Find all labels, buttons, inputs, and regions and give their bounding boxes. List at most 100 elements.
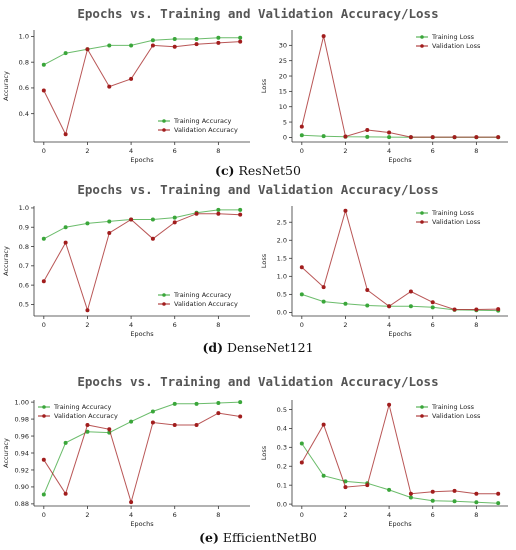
validation-point: [387, 304, 392, 309]
x-axis-label: Epochs: [130, 156, 154, 164]
legend-label: Validation Accuracy: [174, 300, 238, 308]
training-point: [365, 134, 370, 139]
validation-point: [194, 211, 199, 216]
x-axis-label: Epochs: [388, 520, 412, 528]
y-tick-label: 30: [279, 42, 287, 50]
legend-label: Training Loss: [431, 33, 475, 41]
training-point: [85, 221, 90, 226]
x-axis-label: Epochs: [388, 156, 412, 164]
training-point: [107, 219, 112, 224]
efficientnetb0-loss-chart: 0 2 4 6 8 0.0 0.1 0.2 0.3 0.4 0.5 Epochs Loss Trainin…: [260, 400, 508, 528]
legend-swatch-marker: [42, 414, 46, 418]
x-tick-label: 0: [42, 147, 46, 155]
validation-point: [343, 485, 348, 490]
training-point: [496, 501, 501, 506]
y-axis-label: Accuracy: [2, 438, 10, 468]
validation-point: [430, 300, 435, 305]
x-tick-label: 6: [173, 147, 177, 155]
x-tick-label: 8: [474, 511, 478, 519]
x-tick-label: 4: [387, 321, 391, 329]
validation-point: [129, 217, 134, 222]
validation-point: [238, 39, 243, 44]
x-tick-label: 0: [300, 147, 304, 155]
validation-point: [452, 135, 457, 140]
legend-swatch-marker: [420, 44, 424, 48]
training-point: [299, 292, 304, 297]
validation-point: [150, 420, 155, 425]
validation-point: [365, 483, 370, 488]
caption-d-text: DenseNet121: [227, 340, 314, 355]
validation-point: [343, 208, 348, 213]
training-point: [430, 305, 435, 310]
training-point: [194, 37, 199, 42]
y-tick-label: 0: [283, 134, 287, 142]
resnet50-loss-chart: 0 2 4 6 8 0 5 10 15 20 25 30 Epochs Loss Training Loss…: [260, 30, 508, 164]
x-tick-label: 0: [300, 321, 304, 329]
y-axis-label: Accuracy: [2, 246, 10, 276]
y-tick-label: 20: [279, 72, 287, 80]
y-tick-label: 0.5: [19, 301, 29, 309]
y-tick-label: 0.6: [19, 281, 29, 289]
y-tick-label: 0.0: [277, 309, 287, 317]
training-point: [41, 236, 46, 241]
x-tick-label: 6: [173, 511, 177, 519]
y-tick-label: 0.4: [19, 110, 29, 118]
validation-point: [299, 124, 304, 129]
legend-swatch-marker: [420, 414, 424, 418]
x-tick-label: 8: [216, 147, 220, 155]
x-tick-label: 6: [431, 321, 435, 329]
validation-point: [299, 460, 304, 465]
y-tick-label: 0.6: [19, 84, 29, 92]
y-tick-label: 15: [279, 88, 287, 96]
legend-swatch-marker: [42, 405, 46, 409]
validation-point: [150, 236, 155, 241]
y-tick-label: 0.1: [277, 481, 287, 489]
caption-e-letter: (e): [199, 530, 219, 545]
y-tick-label: 0.5: [277, 406, 287, 414]
x-axis-label: Epochs: [388, 330, 412, 338]
training-point: [107, 43, 112, 48]
x-tick-label: 8: [216, 321, 220, 329]
caption-d-letter: (d): [202, 340, 224, 355]
validation-point: [299, 265, 304, 270]
validation-point: [41, 457, 46, 462]
y-tick-label: 1.0: [19, 204, 29, 212]
x-tick-label: 2: [343, 147, 347, 155]
x-tick-label: 8: [216, 511, 220, 519]
validation-point: [85, 47, 90, 52]
validation-line: [301, 404, 499, 495]
training-line: [43, 209, 241, 240]
x-tick-label: 0: [42, 321, 46, 329]
y-axis-label: Loss: [260, 253, 268, 268]
y-tick-label: 1.00: [15, 398, 29, 406]
x-tick-label: 6: [431, 147, 435, 155]
validation-point: [172, 44, 177, 49]
caption-e: (e) EfficientNetB0: [0, 530, 516, 545]
validation-line: [43, 412, 241, 505]
y-tick-label: 0.98: [15, 415, 29, 423]
x-tick-label: 8: [474, 147, 478, 155]
legend-label: Training Accuracy: [173, 117, 232, 125]
training-point: [41, 62, 46, 67]
caption-c-letter: (c): [215, 163, 235, 178]
validation-point: [63, 132, 68, 137]
validation-point: [343, 134, 348, 139]
training-point: [430, 498, 435, 503]
legend-swatch-marker: [420, 211, 424, 215]
validation-point: [496, 307, 501, 312]
x-tick-label: 6: [431, 511, 435, 519]
validation-point: [408, 289, 413, 294]
training-point: [63, 51, 68, 56]
x-tick-label: 4: [129, 147, 133, 155]
training-point: [85, 429, 90, 434]
training-point: [172, 401, 177, 406]
training-point: [343, 301, 348, 306]
training-point: [63, 440, 68, 445]
training-point: [321, 473, 326, 478]
training-point: [343, 479, 348, 484]
caption-c-text: ResNet50: [238, 163, 301, 178]
y-tick-label: 0.7: [19, 262, 29, 270]
legend-label: Training Loss: [431, 403, 475, 411]
